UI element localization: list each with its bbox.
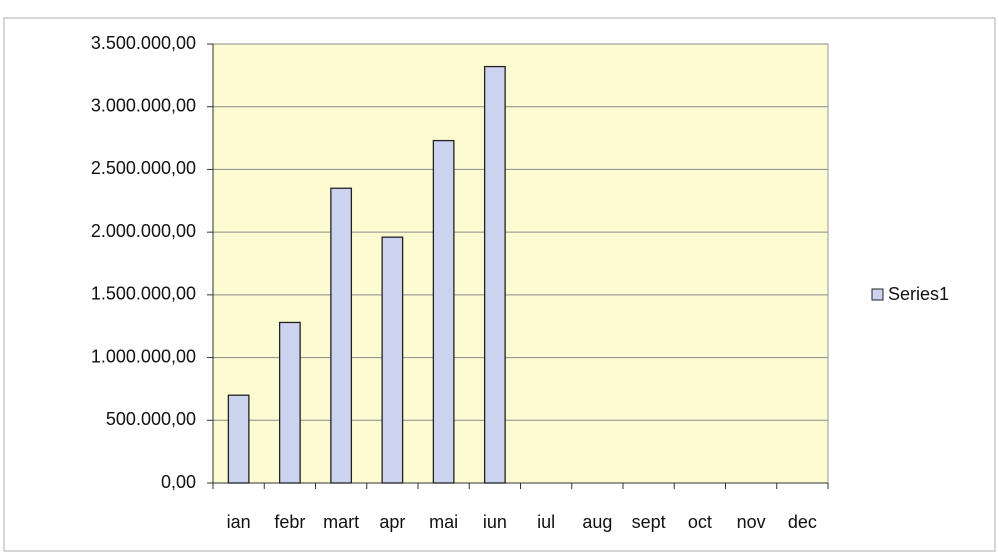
x-tick-label: ian (227, 512, 251, 532)
y-tick-label: 500.000,00 (106, 409, 196, 429)
bar (227, 394, 250, 484)
y-tick-label: 2.500.000,00 (91, 158, 196, 178)
x-tick-label: iul (537, 512, 555, 532)
bar (278, 321, 301, 484)
x-tick-label: dec (788, 512, 817, 532)
x-tick-label: iun (483, 512, 507, 532)
x-tick-label: apr (379, 512, 405, 532)
y-tick-label: 2.000.000,00 (91, 221, 196, 241)
x-tick-label: oct (688, 512, 712, 532)
legend-swatch (871, 288, 884, 301)
bar (432, 139, 455, 484)
x-tick-label: aug (582, 512, 612, 532)
bar (483, 65, 506, 484)
y-tick-label: 1.500.000,00 (91, 284, 196, 304)
x-tick-label: mai (429, 512, 458, 532)
x-tick-label: febr (274, 512, 305, 532)
bar (381, 236, 404, 484)
y-tick-label: 1.000.000,00 (91, 346, 196, 366)
y-tick-label: 0,00 (161, 472, 196, 492)
x-tick-label: mart (323, 512, 359, 532)
x-tick-label: sept (632, 512, 666, 532)
plot-area (212, 43, 829, 484)
bar (330, 187, 353, 484)
y-tick-label: 3.000.000,00 (91, 95, 196, 115)
x-tick-label: nov (737, 512, 766, 532)
legend-label: Series1 (888, 284, 949, 304)
y-tick-label: 3.500.000,00 (91, 33, 196, 53)
